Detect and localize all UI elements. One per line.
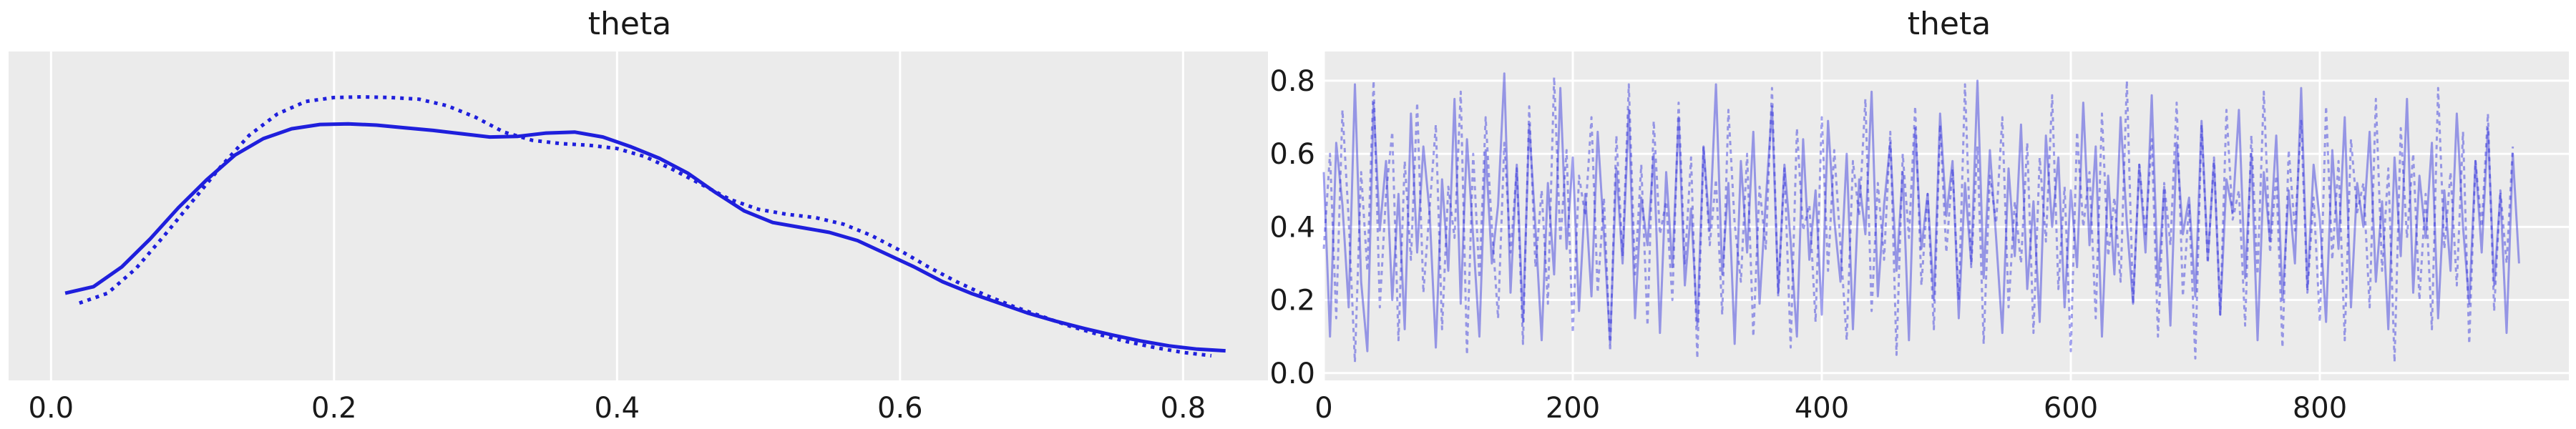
- trace-panel: theta 0 200 400 600 800 0.0 0.2 0.4 0.6 0.8: [1269, 6, 2569, 425]
- kde-x-tick-labels: 0.0 0.2 0.4 0.6 0.8: [29, 392, 1206, 425]
- x-tick-label: 200: [1546, 392, 1600, 425]
- kde-panel: theta 0.0 0.2 0.4 0.6 0.8: [9, 6, 1268, 425]
- x-tick-label: 0.8: [1161, 392, 1206, 425]
- x-tick-label: 600: [2044, 392, 2098, 425]
- y-tick-label: 0.2: [1269, 285, 1315, 317]
- trace-y-tick-labels: 0.0 0.2 0.4 0.6 0.8: [1269, 65, 1315, 390]
- x-tick-label: 0.4: [595, 392, 640, 425]
- x-tick-label: 0.6: [877, 392, 923, 425]
- kde-lines: [64, 95, 1226, 358]
- trace-plot-area: [1324, 51, 2569, 380]
- y-tick-label: 0.4: [1269, 211, 1315, 244]
- y-tick-label: 0.6: [1269, 138, 1315, 171]
- y-tick-label: 0.8: [1269, 65, 1315, 98]
- series-line-solid: [1322, 72, 2520, 352]
- x-tick-label: 0.2: [311, 392, 357, 425]
- x-tick-label: 400: [1795, 392, 1849, 425]
- trace-title: theta: [1908, 6, 1991, 42]
- x-tick-label: 0: [1314, 392, 1332, 425]
- series-line-solid: [64, 122, 1226, 353]
- trace-grid: [1322, 51, 2569, 380]
- x-tick-label: 0.0: [29, 392, 74, 425]
- kde-title: theta: [588, 6, 671, 42]
- kde-grid: [49, 51, 1184, 380]
- trace-lines: [1322, 72, 2520, 363]
- x-tick-label: 800: [2293, 392, 2347, 425]
- series-line-dotted: [1322, 76, 2514, 363]
- kde-plot-area: [9, 51, 1268, 380]
- trace-x-tick-labels: 0 200 400 600 800: [1314, 392, 2347, 425]
- y-tick-label: 0.0: [1269, 358, 1315, 390]
